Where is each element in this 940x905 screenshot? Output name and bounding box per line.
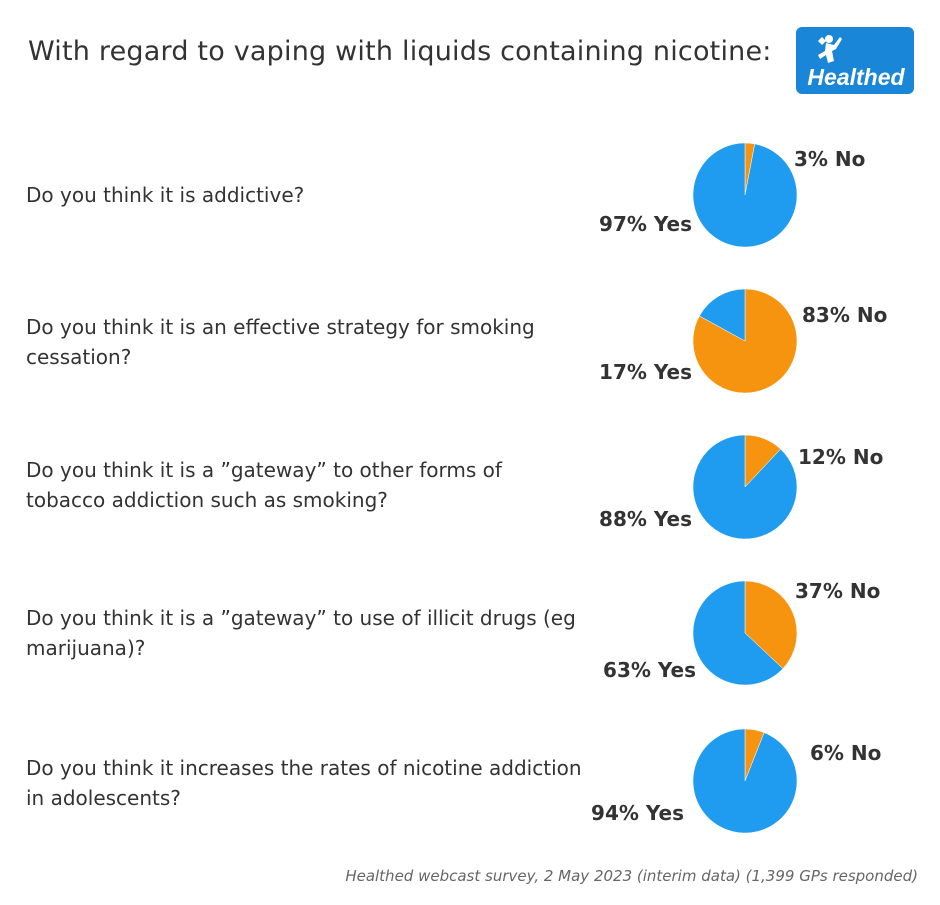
yes-label-2: 17% Yes: [599, 360, 692, 384]
pie-slice-yes: [692, 580, 784, 686]
pie-slice-yes: [692, 728, 798, 834]
pie-chart-4: [692, 580, 798, 686]
pie-slice-yes: [699, 288, 746, 342]
pie-chart-2: [692, 288, 798, 394]
no-label-5: 6% No: [810, 741, 882, 765]
pie-chart-1: [692, 142, 798, 248]
question-1: Do you think it is addictive?: [26, 183, 305, 207]
pie-slice-yes: [692, 434, 798, 540]
pie-chart-3: [692, 434, 798, 540]
yes-label-1: 97% Yes: [599, 212, 692, 236]
question-2: Do you think it is an effective strategy…: [26, 315, 535, 369]
yes-label-5: 94% Yes: [591, 801, 684, 825]
yes-label-3: 88% Yes: [599, 507, 692, 531]
no-label-2: 83% No: [802, 303, 888, 327]
question-3: Do you think it is a ”gateway” to other …: [26, 458, 502, 512]
source-note: Healthed webcast survey, 2 May 2023 (int…: [345, 867, 918, 885]
pie-slice-no: [744, 580, 798, 669]
chart-title: With regard to vaping with liquids conta…: [28, 36, 772, 67]
no-label-4: 37% No: [795, 579, 881, 603]
pie-slice-yes: [692, 142, 798, 248]
logo-text: Healthed: [807, 64, 905, 90]
no-label-1: 3% No: [794, 147, 866, 171]
healthed-logo: Healthed: [796, 27, 914, 94]
no-label-3: 12% No: [798, 445, 884, 469]
pie-chart-5: [692, 728, 798, 834]
question-5: Do you think it increases the rates of n…: [26, 756, 582, 810]
question-4: Do you think it is a ”gateway” to use of…: [26, 606, 576, 660]
yes-label-4: 63% Yes: [603, 658, 696, 682]
